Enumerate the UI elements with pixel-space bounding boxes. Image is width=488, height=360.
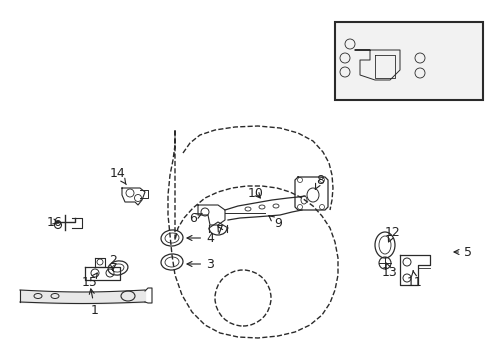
Text: 7: 7 [216,224,224,237]
Text: 13: 13 [381,263,397,279]
Text: 11: 11 [407,271,422,289]
Text: 1: 1 [89,289,99,316]
Text: 6: 6 [189,212,202,225]
FancyBboxPatch shape [334,22,482,100]
Text: 3: 3 [186,257,214,270]
Text: 5: 5 [453,246,471,258]
Text: 14: 14 [110,166,126,185]
Text: 12: 12 [385,225,400,242]
Text: 4: 4 [186,231,214,244]
Text: 2: 2 [109,255,117,270]
Text: 10: 10 [247,186,264,199]
Text: 8: 8 [315,174,324,189]
Text: 15: 15 [82,273,98,289]
Text: 16: 16 [47,216,63,229]
Text: 9: 9 [268,216,282,230]
